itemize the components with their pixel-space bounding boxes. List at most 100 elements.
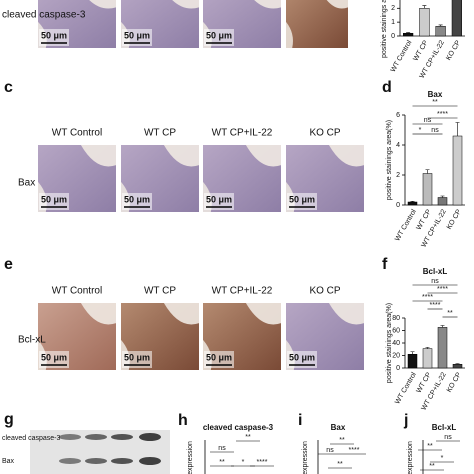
- scale-bar-bg: [39, 193, 69, 210]
- panel-label: d: [382, 79, 392, 96]
- scale-bar-label: 50 μm: [124, 194, 150, 204]
- y-tick-label: 6: [396, 112, 400, 119]
- column-header: WT Control: [52, 286, 102, 297]
- blot-label: Bax: [2, 458, 15, 465]
- panel-label: e: [4, 256, 13, 273]
- bar: [407, 354, 418, 369]
- blot-band: [139, 433, 161, 441]
- scale-bar-bg: [122, 193, 152, 210]
- panel-label: f: [382, 256, 388, 273]
- error-bar: [410, 200, 415, 202]
- scale-bar-label: 50 μm: [206, 30, 232, 40]
- column-header: KO CP: [309, 128, 340, 139]
- significance-label: **: [339, 437, 345, 444]
- significance-label: **: [432, 99, 438, 106]
- scale-bar-bg: [287, 193, 317, 210]
- column-header: WT Control: [52, 128, 102, 139]
- tissue-gap: [80, 145, 116, 167]
- significance-label: **: [245, 434, 251, 441]
- bar: [435, 26, 446, 37]
- significance-label: **: [427, 443, 433, 450]
- bar: [452, 364, 463, 369]
- error-bar: [425, 169, 430, 174]
- tissue-gap: [245, 303, 281, 325]
- y-axis-label: positive stainings area(%): [381, 0, 388, 58]
- significance-label: *: [419, 127, 422, 134]
- scale-bar-bg: [204, 193, 234, 210]
- panel-label: h: [178, 412, 188, 429]
- y-tick-label: 2: [396, 172, 400, 179]
- x-tick-label: WT Control: [394, 371, 418, 405]
- bar: [407, 201, 418, 206]
- bar: [403, 32, 414, 37]
- tissue-gap: [89, 0, 116, 9]
- significance-label: ns: [326, 447, 334, 454]
- blot-label: cleaved caspase-3: [2, 435, 60, 442]
- x-tick-label: KO CP: [446, 208, 463, 231]
- scale-bar-label: 50 μm: [41, 352, 67, 362]
- y-tick-label: 80: [392, 315, 400, 322]
- row-label: Bcl-xL: [18, 335, 46, 346]
- scale-bar-label: 50 μm: [206, 352, 232, 362]
- panel-label: i: [298, 412, 302, 429]
- bar: [452, 135, 463, 206]
- chart-title: Bcl-xL: [432, 423, 457, 432]
- significance-label: **: [337, 461, 343, 468]
- scale-bar-label: 50 μm: [289, 194, 315, 204]
- scale-bar-label: 50 μm: [41, 30, 67, 40]
- tissue-gap: [328, 303, 364, 325]
- panel-label: g: [4, 411, 14, 428]
- x-tick-label: KO CP: [445, 39, 462, 62]
- scale-bar-bg: [122, 29, 152, 46]
- bar: [437, 327, 448, 369]
- error-bar: [455, 122, 460, 136]
- x-tick-label: KO CP: [446, 371, 463, 394]
- y-axis-label: positive stainings area(%): [386, 120, 393, 200]
- y-axis-label: expression: [187, 441, 194, 474]
- column-header: WT CP+IL-22: [212, 128, 273, 139]
- bar: [422, 348, 433, 369]
- scale-bar-label: 50 μm: [206, 194, 232, 204]
- scale-bar-bg: [122, 351, 152, 368]
- scale-bar-label: 50 μm: [41, 194, 67, 204]
- blot-band: [59, 458, 81, 464]
- tissue-gap: [326, 0, 348, 9]
- tissue-gap: [172, 0, 199, 9]
- bar: [437, 197, 448, 206]
- blot-band: [59, 434, 81, 440]
- significance-label: ****: [430, 302, 441, 309]
- blot-band: [85, 434, 107, 440]
- y-axis-label: positive stainings area(%): [386, 303, 393, 383]
- y-tick-label: 0: [396, 202, 400, 209]
- significance-label: *: [242, 459, 245, 466]
- scale-bar-bg: [287, 351, 317, 368]
- panel-label: c: [4, 79, 13, 96]
- tissue-gap: [163, 303, 199, 325]
- scale-bar-bg: [204, 351, 234, 368]
- bar: [451, 0, 462, 37]
- error-bar: [440, 195, 445, 198]
- error-bar: [425, 347, 430, 349]
- tissue-gap: [328, 145, 364, 167]
- scale-bar-label: 50 μm: [124, 352, 150, 362]
- scale-bar-label: 50 μm: [124, 30, 150, 40]
- chart-title: Bax: [428, 90, 443, 99]
- tissue-gap: [80, 303, 116, 325]
- panel-label: j: [403, 412, 408, 429]
- column-header: KO CP: [309, 286, 340, 297]
- significance-label: ****: [257, 459, 268, 466]
- significance-label: ****: [422, 294, 433, 301]
- scale-bar-label: 50 μm: [289, 352, 315, 362]
- y-axis-label: expression: [302, 441, 309, 474]
- significance-label: **: [429, 463, 435, 470]
- y-tick-label: 1: [391, 19, 395, 26]
- significance-label: ****: [437, 286, 448, 293]
- significance-label: ****: [437, 111, 448, 118]
- significance-label: **: [447, 310, 453, 317]
- error-bar: [440, 325, 445, 328]
- x-tick-label: WT Control: [390, 39, 414, 73]
- significance-label: ns: [431, 278, 439, 285]
- y-tick-label: 2: [391, 5, 395, 12]
- scale-bar-bg: [39, 351, 69, 368]
- blot-band: [85, 458, 107, 464]
